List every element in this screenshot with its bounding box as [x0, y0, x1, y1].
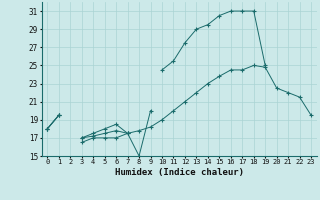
X-axis label: Humidex (Indice chaleur): Humidex (Indice chaleur)	[115, 168, 244, 177]
